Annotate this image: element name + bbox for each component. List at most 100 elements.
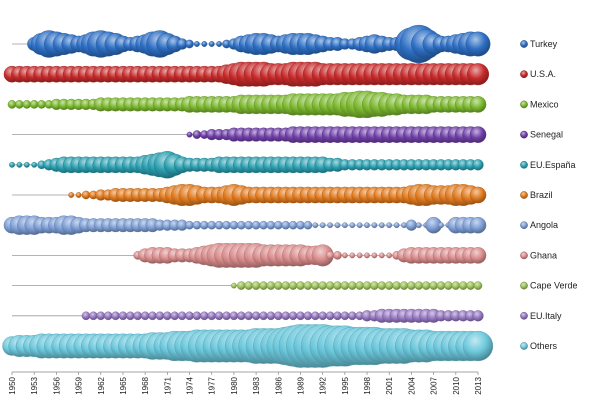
series-cape-verde — [230, 281, 483, 290]
bubble — [229, 220, 239, 230]
bubble — [266, 311, 276, 321]
bubble — [81, 311, 91, 321]
legend-label: U.S.A. — [530, 69, 556, 79]
bubble — [214, 220, 224, 230]
legend-marker — [520, 281, 528, 290]
bubble — [192, 130, 202, 139]
x-tick-label: 1956 — [52, 376, 61, 394]
bubble — [364, 252, 370, 259]
legend-label: EU.España — [530, 160, 576, 170]
x-tick-label: 1986 — [274, 376, 283, 394]
bubble — [467, 63, 490, 86]
bubble — [405, 219, 418, 231]
bubble — [318, 311, 328, 321]
bubble — [148, 311, 157, 321]
bubble — [318, 281, 328, 290]
bubble — [37, 100, 46, 109]
bubble — [333, 281, 342, 290]
bubble — [472, 159, 484, 171]
bubble — [436, 281, 446, 290]
bubble — [444, 281, 453, 290]
bubble — [281, 220, 291, 230]
bubble — [296, 311, 305, 321]
bubble — [469, 186, 487, 204]
bubble — [236, 281, 246, 290]
series-brazil — [68, 183, 487, 206]
x-tick-label: 1950 — [8, 376, 17, 394]
bubble — [466, 281, 475, 290]
x-tick-label: 1968 — [141, 376, 150, 394]
bubble — [111, 311, 120, 321]
bubble — [214, 311, 224, 321]
legend-item: U.S.A. — [520, 69, 556, 79]
legend: Turkey U.S.A. Mexico Senegal EU.España Brazil… — [520, 39, 578, 351]
bubble — [349, 252, 356, 259]
bubble — [199, 220, 209, 230]
bubble — [303, 220, 313, 230]
legend-marker — [520, 221, 528, 230]
legend-item: Cape Verde — [520, 281, 578, 291]
legend-label: Brazil — [530, 190, 553, 200]
legend-marker — [520, 100, 528, 109]
legend-item: Turkey — [520, 39, 558, 49]
bubble — [310, 311, 320, 321]
bubble — [75, 192, 82, 198]
bubble — [89, 311, 98, 321]
bubble — [371, 252, 378, 259]
legend-marker — [520, 40, 528, 48]
legend-marker — [520, 130, 528, 139]
x-tick-label: 1995 — [341, 376, 350, 394]
bubble — [364, 222, 370, 229]
bubble — [266, 220, 276, 230]
bubble — [465, 31, 491, 57]
legend-label: Ghana — [530, 250, 557, 260]
bubble — [23, 161, 30, 168]
bubble — [192, 311, 202, 321]
bubble — [333, 311, 342, 321]
x-tick-label: 2013 — [474, 376, 483, 394]
bubble — [462, 330, 494, 362]
bubble — [399, 281, 409, 290]
x-tick-label: 1971 — [163, 376, 172, 394]
bubble — [472, 310, 484, 322]
bubble — [415, 222, 422, 229]
bubble — [193, 41, 200, 47]
legend-marker — [520, 311, 528, 320]
bubble — [230, 282, 237, 289]
bubble — [325, 251, 335, 260]
bubble — [281, 281, 291, 290]
series-mexico — [7, 90, 487, 119]
x-tick-label: 1983 — [252, 376, 261, 394]
bubble — [207, 220, 216, 230]
bubble — [222, 220, 231, 230]
bubble — [393, 222, 400, 229]
bubble — [325, 311, 335, 321]
x-tick-label: 2007 — [430, 376, 439, 394]
bubble — [288, 281, 298, 290]
bubble — [170, 311, 179, 321]
bubble — [103, 311, 113, 321]
bubble — [229, 311, 239, 321]
series-eu-espa-a — [9, 151, 484, 179]
bubble — [236, 311, 246, 321]
bubble — [392, 281, 401, 290]
legend-marker — [520, 342, 528, 350]
bubble — [216, 41, 223, 47]
bubble — [340, 311, 350, 321]
legend-marker — [520, 160, 528, 169]
legend-item: EU.Italy — [520, 311, 562, 321]
legend-marker — [520, 70, 528, 79]
bubble — [312, 222, 319, 229]
bubble — [349, 222, 356, 229]
bubble — [386, 252, 393, 259]
x-tick-label: 1980 — [230, 376, 239, 394]
bubble — [236, 220, 246, 230]
bubble — [288, 311, 298, 321]
bubble — [273, 281, 283, 290]
bubble — [192, 220, 202, 230]
series-others — [2, 324, 494, 368]
bubble — [469, 96, 487, 113]
bubble — [341, 252, 348, 259]
